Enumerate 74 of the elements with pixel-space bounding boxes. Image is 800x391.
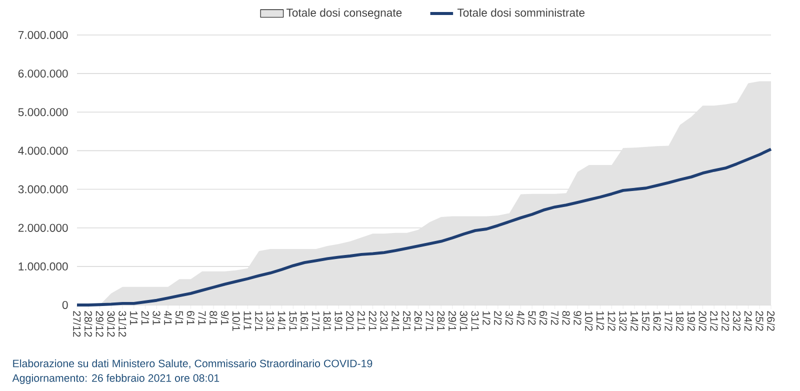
x-tick-label: 18/1: [323, 311, 332, 331]
x-tick-label: 8/1: [210, 311, 218, 325]
x-tick-label: 7/1: [198, 311, 206, 325]
x-tick-label: 12/1: [255, 311, 263, 331]
x-tick-label: 24/1: [392, 311, 400, 331]
x-tick-label: 5/2: [528, 311, 536, 325]
x-tick-label: 5/1: [175, 311, 184, 325]
y-tick-label: 6.000.000: [18, 70, 68, 78]
x-tick-label: 10/1: [232, 311, 240, 331]
y-tick-label: 4.000.000: [18, 146, 68, 155]
x-tick-label: 22/2: [722, 311, 730, 331]
x-tick-label: 27/1: [426, 311, 434, 331]
x-tick-label: 16/2: [653, 311, 662, 331]
x-tick-label: 30/12: [107, 310, 116, 337]
legend-label: Totale dosi somministrate: [457, 8, 585, 17]
x-tick-label: 19/1: [334, 311, 343, 331]
x-tick-label: 29/12: [96, 311, 104, 337]
x-tick-label: 25/2: [756, 311, 764, 331]
y-tick-label: 7.000.000: [18, 30, 68, 40]
x-tick-label: 6/1: [186, 311, 195, 325]
x-tick-label: 28/1: [437, 311, 445, 331]
x-tick-label: 14/2: [630, 311, 638, 331]
text: Elaborazione su dati Ministero Salute, Commissario Straordinario COVID-19: [13, 359, 372, 369]
x-tick-label: 24/2: [744, 311, 752, 331]
x-tick-label: 17/1: [312, 311, 320, 331]
x-tick-label: 11/2: [596, 311, 604, 330]
y-tick-label: 2.000.000: [18, 224, 68, 232]
x-tick-label: 9/2: [574, 311, 582, 325]
x-tick-label: 16/1: [300, 311, 308, 331]
y-tick-label: 5.000.000: [18, 108, 68, 116]
x-tick-label: 25/1: [403, 311, 411, 331]
x-tick-label: 13/1: [266, 311, 274, 331]
text: Aggiornamento: 26 febbraio 2021 ore 08:01: [12, 374, 220, 384]
x-tick-label: 11/1: [244, 311, 252, 330]
x-tick-label: 27/12: [73, 311, 81, 337]
x-tick-label: 23/1: [380, 311, 388, 331]
x-tick-label: 2/1: [141, 311, 150, 325]
x-tick-label: 8/2: [562, 311, 570, 325]
x-tick-label: 3/1: [152, 310, 161, 325]
y-tick-label: 1.000.000: [18, 262, 68, 270]
x-tick-label: 3/2: [505, 310, 514, 325]
x-tick-label: 4/2: [516, 310, 525, 325]
x-tick-label: 26/1: [414, 311, 422, 331]
x-tick-label: 23/2: [732, 311, 741, 331]
x-tick-label: 17/2: [664, 311, 673, 331]
x-tick-label: 21/2: [710, 311, 718, 331]
x-tick-label: 19/2: [687, 311, 696, 331]
x-tick-label: 7/2: [550, 311, 559, 325]
y-tick-label: 0: [62, 300, 68, 309]
legend-label: Totale dosi consegnate: [286, 8, 402, 19]
x-tick-label: 10/2: [585, 311, 593, 331]
x-tick-label: 14/1: [278, 311, 286, 331]
x-tick-label: 6/2: [540, 311, 548, 325]
x-tick-label: 21/1: [358, 311, 366, 331]
x-tick-label: 20/1: [346, 311, 354, 331]
x-tick-label: 2/2: [494, 311, 502, 325]
x-tick-label: 30/1: [460, 310, 468, 331]
x-tick-label: 4/1: [164, 310, 172, 325]
x-tick-label: 1/1: [130, 311, 138, 325]
x-tick-label: 15/2: [642, 311, 650, 331]
x-tick-label: 26/2: [767, 311, 775, 331]
x-tick-label: 20/2: [698, 311, 707, 331]
x-tick-label: 12/2: [608, 311, 616, 331]
x-tick-label: 15/1: [289, 311, 298, 331]
x-tick-label: 18/2: [676, 311, 684, 331]
x-tick-label: 31/12: [118, 310, 126, 337]
x-tick-label: 29/1: [448, 311, 456, 331]
x-tick-label: 28/12: [84, 311, 92, 337]
x-tick-label: 1/2: [482, 311, 490, 325]
x-tick-label: 13/2: [619, 311, 628, 331]
x-tick-label: 31/1: [471, 310, 480, 331]
x-tick-label: 9/1: [220, 311, 229, 325]
y-tick-label: 3.000.000: [18, 185, 68, 194]
x-tick-label: 22/1: [368, 311, 377, 331]
